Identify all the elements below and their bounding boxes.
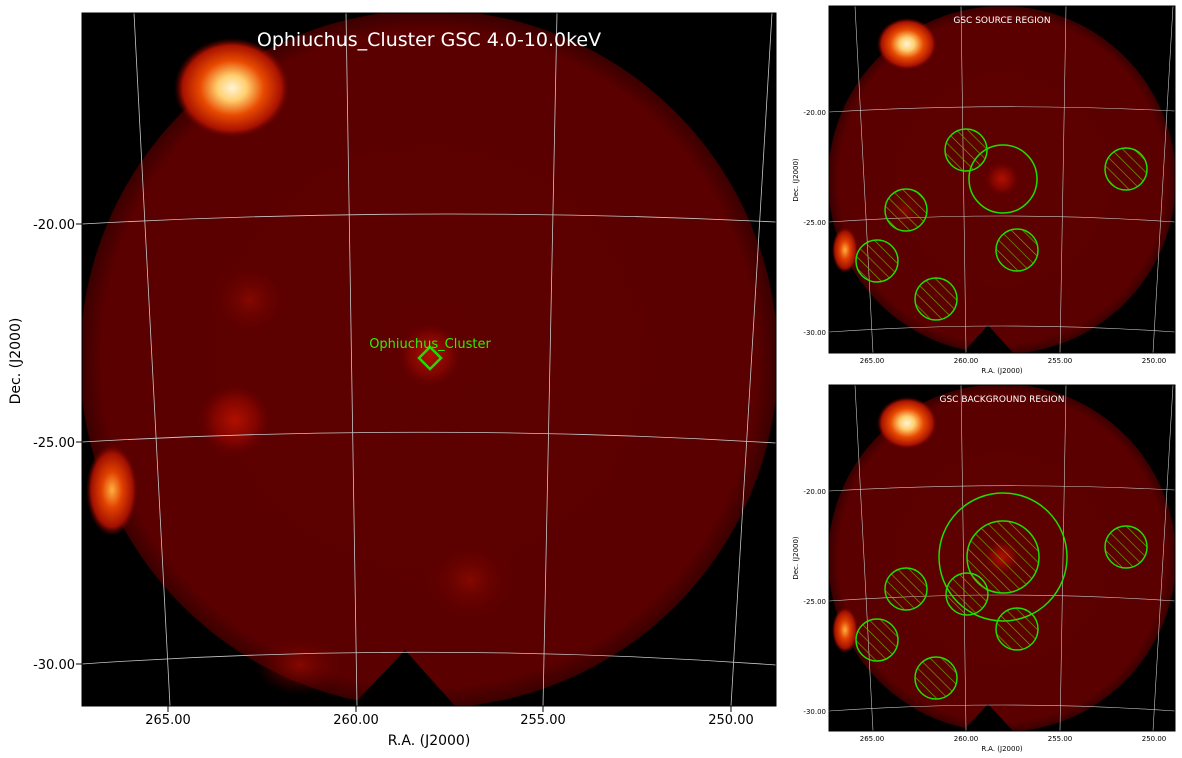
source-frame: [828, 5, 1176, 354]
source-ytick-30: -30.00: [803, 329, 826, 337]
target-label: Ophiuchus_Cluster: [369, 337, 491, 352]
excluded-source-6: [1104, 147, 1148, 191]
main-notch: [352, 650, 455, 706]
source-xtick-255: 255.00: [1048, 357, 1073, 365]
main-faint-upper: [210, 262, 290, 338]
source-regions: [855, 128, 1148, 321]
background-region-panel: [828, 384, 1176, 732]
source-edge-blob: [832, 227, 858, 273]
main-xtick-255: 255.00: [520, 713, 566, 728]
source-bright-blob: [877, 18, 937, 70]
source-region-panel: [828, 5, 1176, 354]
background-xtick-250: 250.00: [1142, 735, 1167, 743]
background-regions: [855, 492, 1148, 700]
main-ytick-25: -25.00: [33, 436, 75, 451]
main-sky-map: [81, 12, 777, 707]
source-notch: [963, 325, 1013, 353]
excluded-background-3: [855, 618, 899, 662]
excluded-source-5: [995, 228, 1039, 272]
main-ylabel: Dec. (J2000): [8, 318, 24, 405]
excluded-source-3: [855, 239, 899, 283]
target-marker: [417, 345, 443, 371]
main-ticks: [76, 223, 732, 712]
excluded-background-4: [914, 656, 958, 700]
background-notch: [963, 704, 1013, 731]
excluded-source-4: [914, 277, 958, 321]
main-bright-source: [174, 38, 290, 138]
background-grid: [829, 385, 1175, 731]
main-xtick-250: 250.00: [708, 713, 754, 728]
excluded-background-2: [884, 567, 928, 611]
source-ytick-20: -20.00: [803, 109, 826, 117]
source-ytick-25: -25.00: [803, 219, 826, 227]
background-annulus-inner: [966, 520, 1040, 594]
background-xlabel: R.A. (J2000): [981, 745, 1023, 753]
excluded-background-5: [995, 607, 1039, 651]
background-ytick-25: -25.00: [803, 598, 826, 606]
main-xtick-265: 265.00: [145, 713, 191, 728]
source-ylabel: Dec. (J2000): [792, 158, 800, 202]
background-xtick-255: 255.00: [1048, 735, 1073, 743]
main-grid: [82, 13, 776, 706]
source-grid: [829, 6, 1175, 353]
excluded-source-2: [884, 188, 928, 232]
source-cluster-blob: [984, 161, 1020, 197]
main-faint-center: [425, 540, 515, 620]
main-xtick-260: 260.00: [333, 713, 379, 728]
main-blob-left: [197, 382, 273, 458]
source-xlabel: R.A. (J2000): [981, 367, 1023, 375]
main-faint-bottom: [255, 635, 345, 695]
source-xtick-250: 250.00: [1142, 357, 1167, 365]
background-xtick-260: 260.00: [954, 735, 979, 743]
excluded-background-1: [945, 572, 989, 616]
background-ytick-30: -30.00: [803, 708, 826, 716]
source-xtick-265: 265.00: [860, 357, 885, 365]
excluded-background-6: [1104, 525, 1148, 569]
background-edge-blob: [832, 607, 858, 653]
main-ytick-20: -20.00: [33, 218, 75, 233]
source-panel-title: GSC SOURCE REGION: [953, 16, 1050, 26]
background-panel-title: GSC BACKGROUND REGION: [940, 395, 1065, 405]
excluded-source-1: [944, 128, 988, 172]
source-xtick-260: 260.00: [954, 357, 979, 365]
main-edge-source: [86, 444, 138, 536]
main-title: Ophiuchus_Cluster GSC 4.0-10.0keV: [257, 29, 601, 51]
background-xtick-265: 265.00: [860, 735, 885, 743]
source-region-circle: [968, 144, 1038, 214]
background-ytick-20: -20.00: [803, 488, 826, 496]
background-bright-blob: [877, 397, 937, 449]
background-frame: [828, 384, 1176, 732]
main-xlabel: R.A. (J2000): [388, 733, 471, 749]
main-cluster-emission: [396, 321, 464, 389]
background-ylabel: Dec. (J2000): [792, 536, 800, 580]
main-ytick-30: -30.00: [33, 658, 75, 673]
main-frame: [81, 12, 777, 707]
